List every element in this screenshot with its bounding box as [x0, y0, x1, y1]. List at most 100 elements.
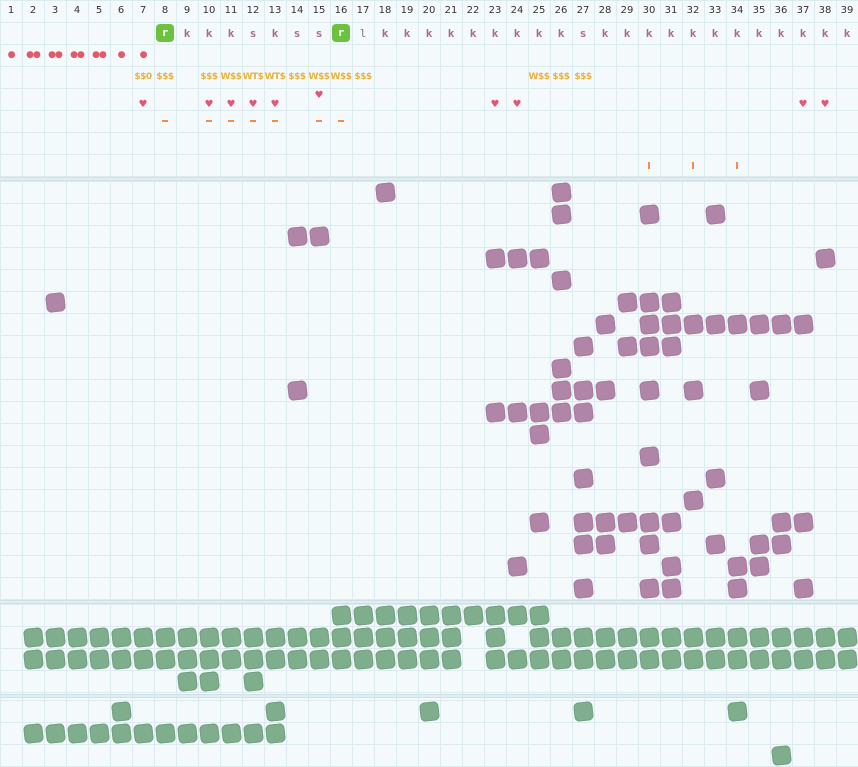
- letter-cell[interactable]: k: [814, 22, 836, 44]
- green-cell[interactable]: [132, 722, 154, 744]
- green-cell[interactable]: [88, 722, 110, 744]
- purple-cell[interactable]: [572, 401, 594, 423]
- letter-cell[interactable]: k: [220, 22, 242, 44]
- purple-cell[interactable]: [704, 203, 726, 225]
- purple-cell[interactable]: [770, 511, 792, 533]
- green-cell[interactable]: [550, 626, 572, 648]
- green-cell[interactable]: [264, 626, 286, 648]
- green-cell[interactable]: [616, 648, 638, 670]
- purple-cell[interactable]: [594, 313, 616, 335]
- purple-cell[interactable]: [572, 533, 594, 555]
- money-cell[interactable]: W$$: [308, 66, 330, 88]
- letter-cell[interactable]: r: [330, 22, 352, 44]
- purple-cell[interactable]: [638, 291, 660, 313]
- purple-cell[interactable]: [726, 555, 748, 577]
- green-cell[interactable]: [792, 648, 814, 670]
- letter-cell[interactable]: k: [484, 22, 506, 44]
- letter-cell[interactable]: k: [528, 22, 550, 44]
- green-cell[interactable]: [770, 626, 792, 648]
- green-cell[interactable]: [352, 604, 374, 626]
- green-cell[interactable]: [44, 626, 66, 648]
- heart-cell[interactable]: ♥: [792, 93, 814, 115]
- dash-cell[interactable]: [308, 110, 330, 132]
- green-cell[interactable]: [44, 722, 66, 744]
- drop-cell[interactable]: ●: [132, 44, 154, 66]
- green-cell[interactable]: [660, 648, 682, 670]
- green-cell[interactable]: [110, 722, 132, 744]
- green-cell[interactable]: [418, 648, 440, 670]
- letter-cell[interactable]: k: [594, 22, 616, 44]
- dash-cell[interactable]: [264, 110, 286, 132]
- green-cell[interactable]: [308, 626, 330, 648]
- money-cell[interactable]: $$$: [286, 66, 308, 88]
- green-cell[interactable]: [198, 648, 220, 670]
- green-cell[interactable]: [88, 626, 110, 648]
- purple-cell[interactable]: [286, 225, 308, 247]
- purple-cell[interactable]: [660, 555, 682, 577]
- green-cell[interactable]: [506, 648, 528, 670]
- purple-cell[interactable]: [814, 247, 836, 269]
- letter-cell[interactable]: k: [682, 22, 704, 44]
- green-cell[interactable]: [330, 626, 352, 648]
- purple-cell[interactable]: [550, 379, 572, 401]
- purple-cell[interactable]: [638, 203, 660, 225]
- dash-cell[interactable]: [242, 110, 264, 132]
- green-cell[interactable]: [418, 604, 440, 626]
- green-cell[interactable]: [220, 648, 242, 670]
- green-cell[interactable]: [572, 700, 594, 722]
- green-cell[interactable]: [748, 648, 770, 670]
- green-cell[interactable]: [484, 648, 506, 670]
- purple-cell[interactable]: [616, 511, 638, 533]
- green-cell[interactable]: [176, 722, 198, 744]
- purple-cell[interactable]: [660, 313, 682, 335]
- letter-cell[interactable]: r: [154, 22, 176, 44]
- money-cell[interactable]: W$$: [220, 66, 242, 88]
- letter-cell[interactable]: k: [638, 22, 660, 44]
- purple-cell[interactable]: [638, 445, 660, 467]
- purple-cell[interactable]: [506, 247, 528, 269]
- green-cell[interactable]: [22, 722, 44, 744]
- purple-cell[interactable]: [572, 511, 594, 533]
- dash-cell[interactable]: [154, 110, 176, 132]
- heart-cell[interactable]: ♥: [242, 93, 264, 115]
- green-cell[interactable]: [374, 626, 396, 648]
- green-cell[interactable]: [66, 722, 88, 744]
- green-cell[interactable]: [440, 604, 462, 626]
- heart-cell[interactable]: ♥: [264, 93, 286, 115]
- green-cell[interactable]: [572, 648, 594, 670]
- green-cell[interactable]: [638, 626, 660, 648]
- drop-cell[interactable]: ●: [110, 44, 132, 66]
- green-cell[interactable]: [374, 648, 396, 670]
- green-cell[interactable]: [132, 648, 154, 670]
- purple-cell[interactable]: [528, 401, 550, 423]
- green-cell[interactable]: [550, 648, 572, 670]
- green-cell[interactable]: [484, 626, 506, 648]
- purple-cell[interactable]: [770, 533, 792, 555]
- purple-cell[interactable]: [550, 203, 572, 225]
- purple-cell[interactable]: [616, 291, 638, 313]
- green-cell[interactable]: [704, 648, 726, 670]
- letter-cell[interactable]: k: [704, 22, 726, 44]
- purple-cell[interactable]: [572, 577, 594, 599]
- tick-cell[interactable]: [682, 154, 704, 176]
- purple-cell[interactable]: [308, 225, 330, 247]
- purple-cell[interactable]: [374, 181, 396, 203]
- letter-cell[interactable]: k: [462, 22, 484, 44]
- letter-cell[interactable]: k: [396, 22, 418, 44]
- purple-cell[interactable]: [704, 467, 726, 489]
- green-cell[interactable]: [528, 648, 550, 670]
- letter-cell[interactable]: l: [352, 22, 374, 44]
- green-cell[interactable]: [528, 626, 550, 648]
- money-cell[interactable]: $$0: [132, 66, 154, 88]
- green-cell[interactable]: [220, 722, 242, 744]
- green-cell[interactable]: [154, 722, 176, 744]
- heart-cell[interactable]: ♥: [484, 93, 506, 115]
- green-cell[interactable]: [220, 626, 242, 648]
- green-cell[interactable]: [132, 626, 154, 648]
- green-cell[interactable]: [726, 648, 748, 670]
- purple-cell[interactable]: [528, 511, 550, 533]
- green-cell[interactable]: [440, 648, 462, 670]
- green-cell[interactable]: [22, 648, 44, 670]
- heart-cell[interactable]: ♥: [198, 93, 220, 115]
- green-cell[interactable]: [770, 744, 792, 766]
